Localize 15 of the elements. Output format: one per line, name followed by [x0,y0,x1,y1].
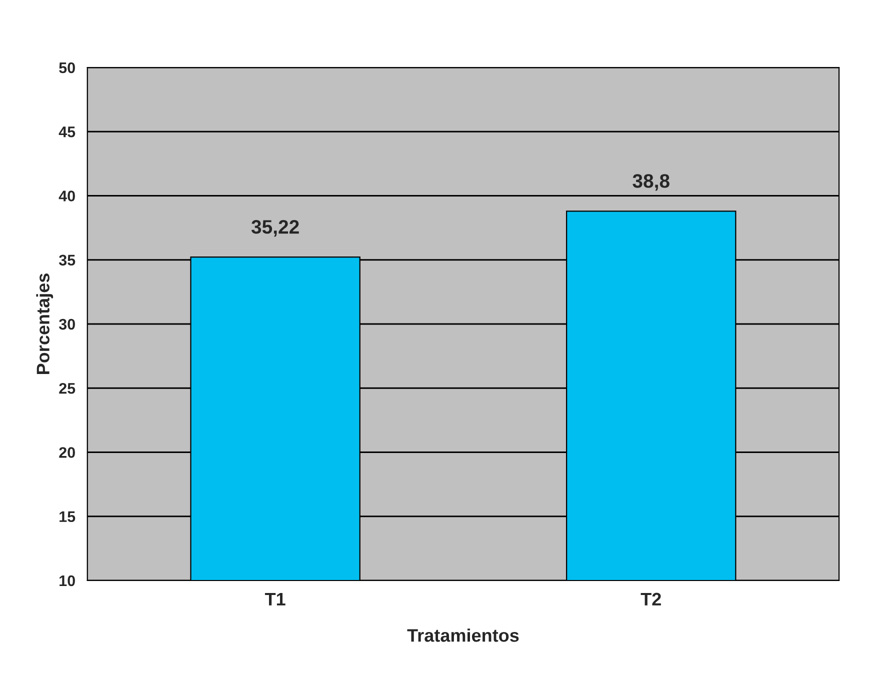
y-tick-label: 30 [58,318,75,330]
y-axis-title: Porcentajes [36,274,54,374]
data-label: 35,22 [251,220,299,237]
y-tick-label: 20 [59,447,75,458]
y-tick-label: 50 [59,62,75,74]
y-tick-label: 35 [58,254,76,266]
y-tick-label: 40 [58,190,75,202]
y-tick-label: 25 [59,382,76,394]
y-tick-label: 10 [60,575,75,586]
data-label: 38,8 [632,174,670,191]
x-tick-label: T1 [264,592,286,606]
y-tick-label: 15 [60,511,76,522]
y-tick-label: 45 [58,126,76,138]
x-axis-title: Tratamientos [407,628,519,642]
x-tick-label: T2 [640,592,661,606]
